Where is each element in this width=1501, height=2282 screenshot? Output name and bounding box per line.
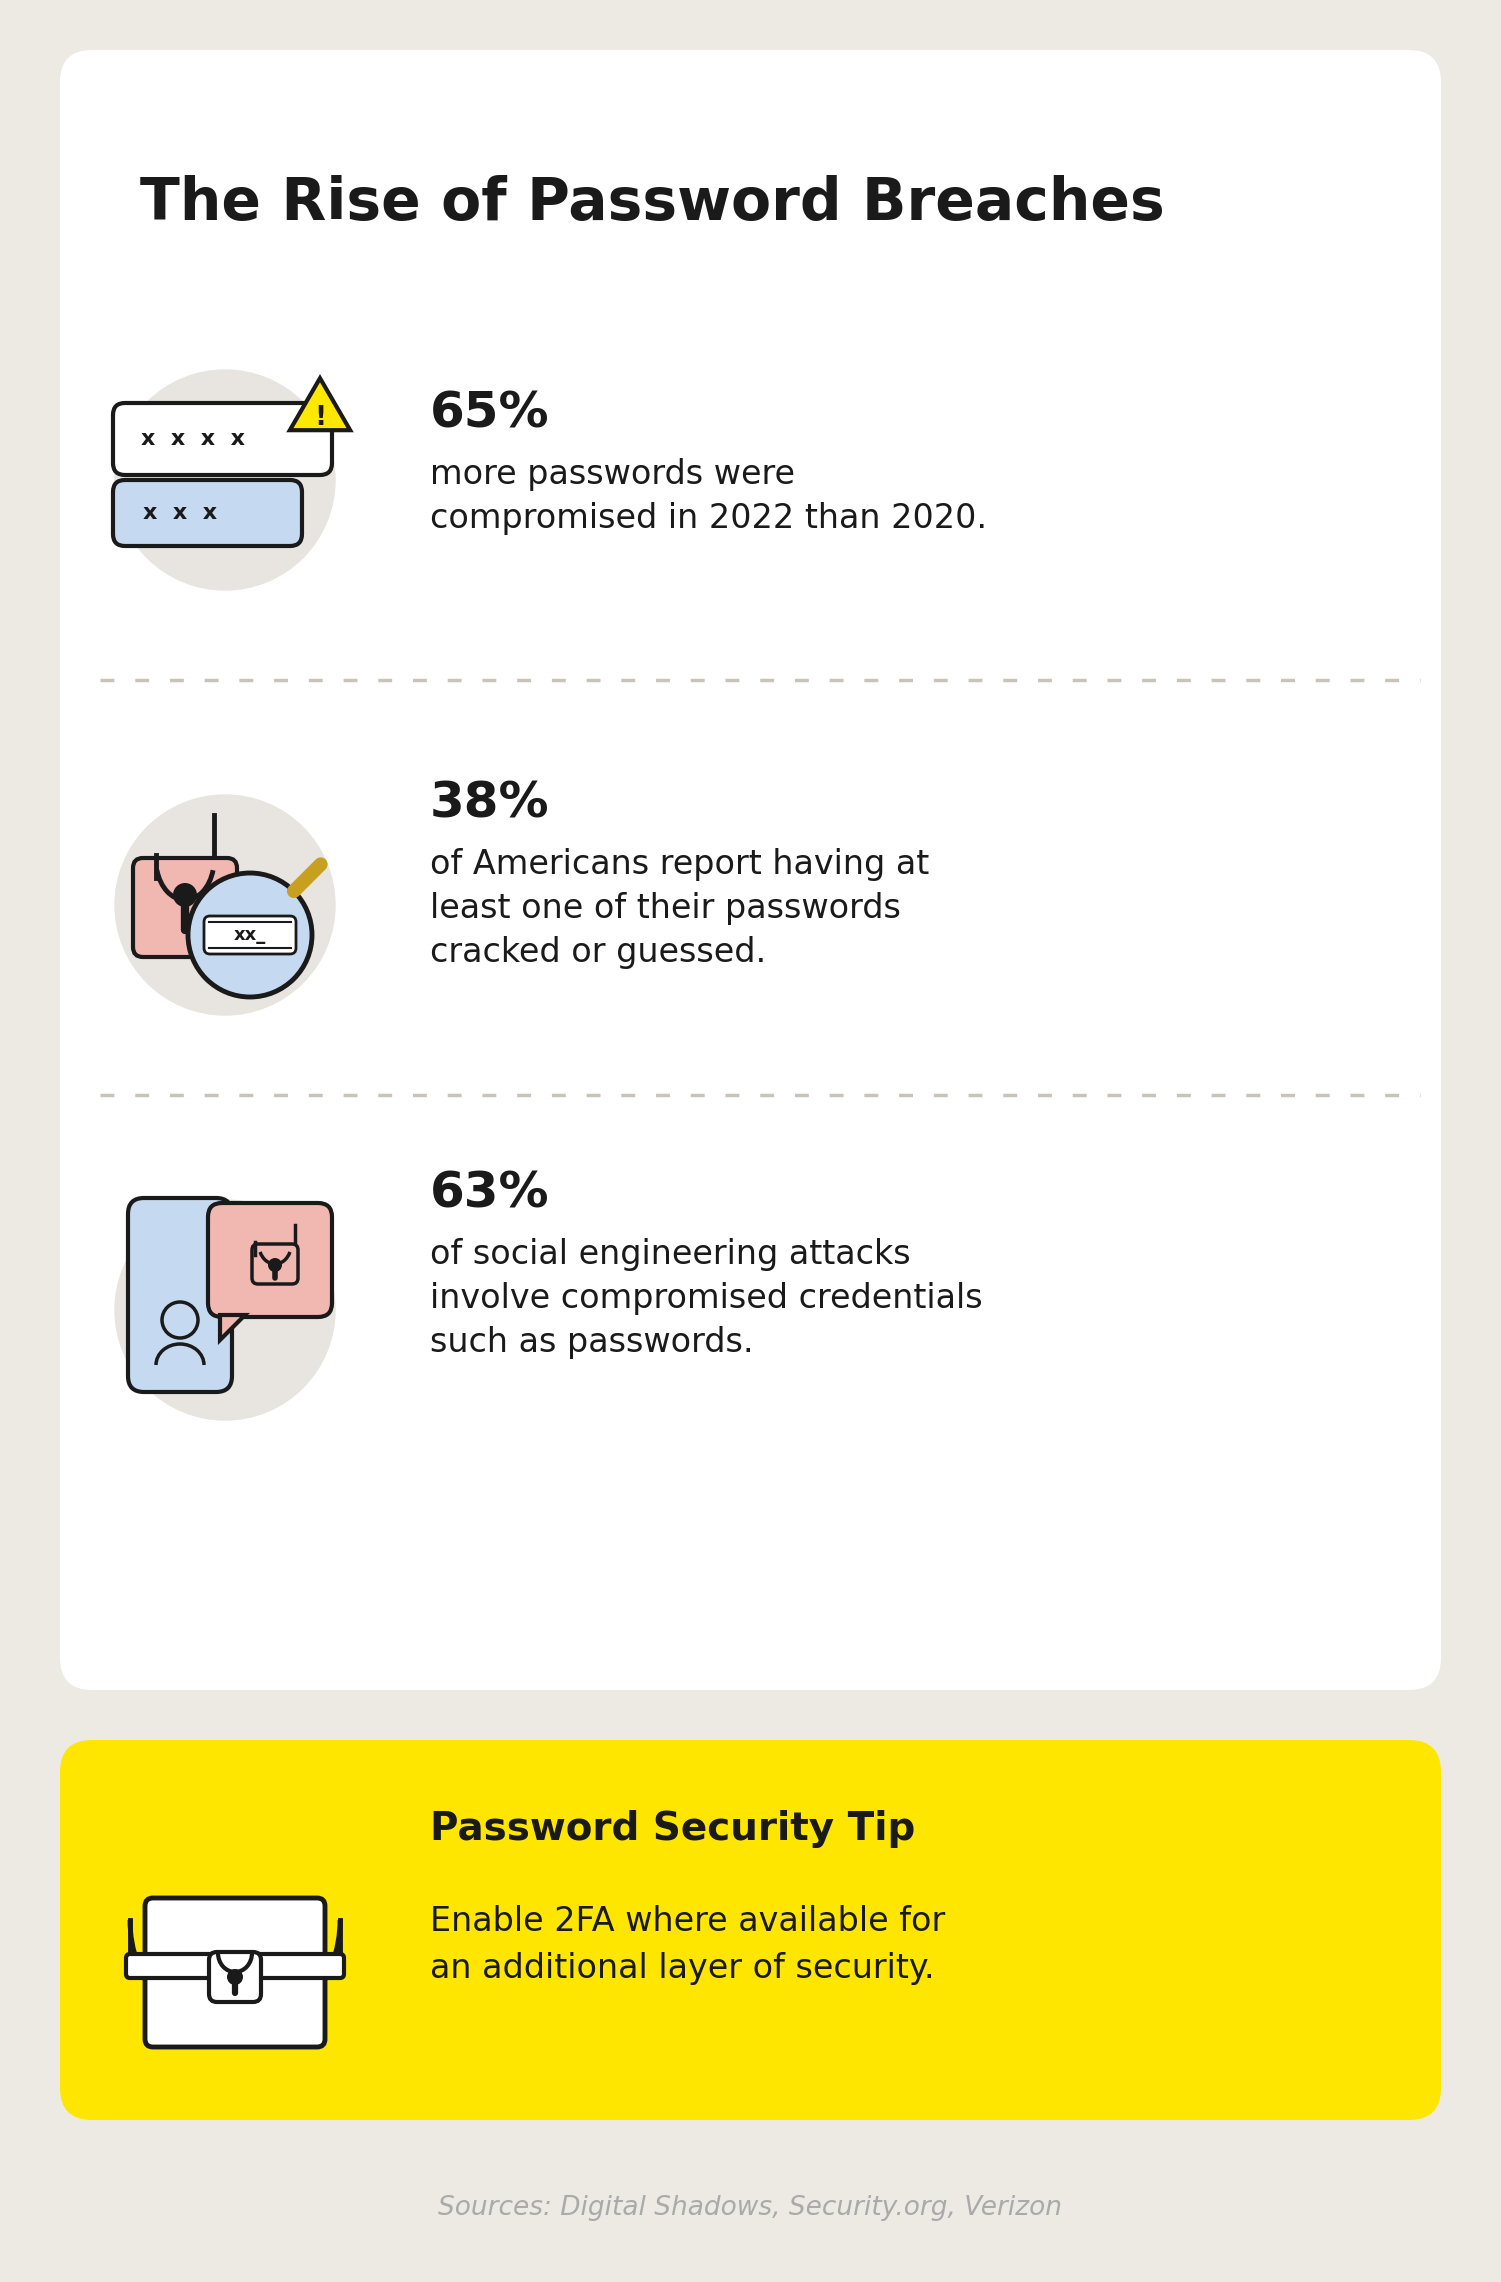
Polygon shape: [290, 379, 350, 431]
Text: such as passwords.: such as passwords.: [429, 1326, 754, 1360]
Text: x  x  x  x: x x x x: [141, 429, 245, 450]
Text: compromised in 2022 than 2020.: compromised in 2022 than 2020.: [429, 502, 988, 534]
Circle shape: [188, 874, 312, 997]
FancyBboxPatch shape: [113, 404, 332, 475]
Polygon shape: [221, 1314, 245, 1340]
Text: more passwords were: more passwords were: [429, 459, 796, 491]
FancyBboxPatch shape: [60, 50, 1441, 1691]
Text: an additional layer of security.: an additional layer of security.: [429, 1951, 935, 1985]
Text: Enable 2FA where available for: Enable 2FA where available for: [429, 1905, 946, 1937]
Text: The Rise of Password Breaches: The Rise of Password Breaches: [140, 176, 1165, 233]
Text: !: !: [314, 404, 326, 431]
FancyBboxPatch shape: [126, 1953, 344, 1978]
Text: cracked or guessed.: cracked or guessed.: [429, 936, 766, 970]
Text: 63%: 63%: [429, 1171, 549, 1219]
FancyBboxPatch shape: [204, 915, 296, 954]
Text: x  x  x: x x x: [143, 502, 218, 523]
FancyBboxPatch shape: [252, 1244, 299, 1285]
Text: Password Security Tip: Password Security Tip: [429, 1810, 916, 1848]
Text: of Americans report having at: of Americans report having at: [429, 849, 929, 881]
Circle shape: [116, 370, 335, 591]
FancyBboxPatch shape: [209, 1951, 261, 2001]
Circle shape: [173, 883, 197, 906]
FancyBboxPatch shape: [128, 1198, 233, 1392]
Text: xx_: xx_: [234, 926, 266, 945]
Text: of social engineering attacks: of social engineering attacks: [429, 1239, 911, 1271]
Text: Sources: Digital Shadows, Security.org, Verizon: Sources: Digital Shadows, Security.org, …: [438, 2195, 1063, 2220]
Circle shape: [269, 1257, 282, 1271]
FancyBboxPatch shape: [60, 1739, 1441, 2120]
FancyBboxPatch shape: [209, 1203, 332, 1317]
FancyBboxPatch shape: [146, 1899, 326, 2047]
Text: 38%: 38%: [429, 780, 549, 828]
Circle shape: [227, 1969, 243, 1985]
Text: least one of their passwords: least one of their passwords: [429, 892, 901, 924]
Circle shape: [116, 1200, 335, 1419]
Text: involve compromised credentials: involve compromised credentials: [429, 1282, 983, 1314]
FancyBboxPatch shape: [134, 858, 237, 956]
Text: 65%: 65%: [429, 390, 549, 438]
Circle shape: [116, 794, 335, 1015]
FancyBboxPatch shape: [113, 479, 302, 545]
